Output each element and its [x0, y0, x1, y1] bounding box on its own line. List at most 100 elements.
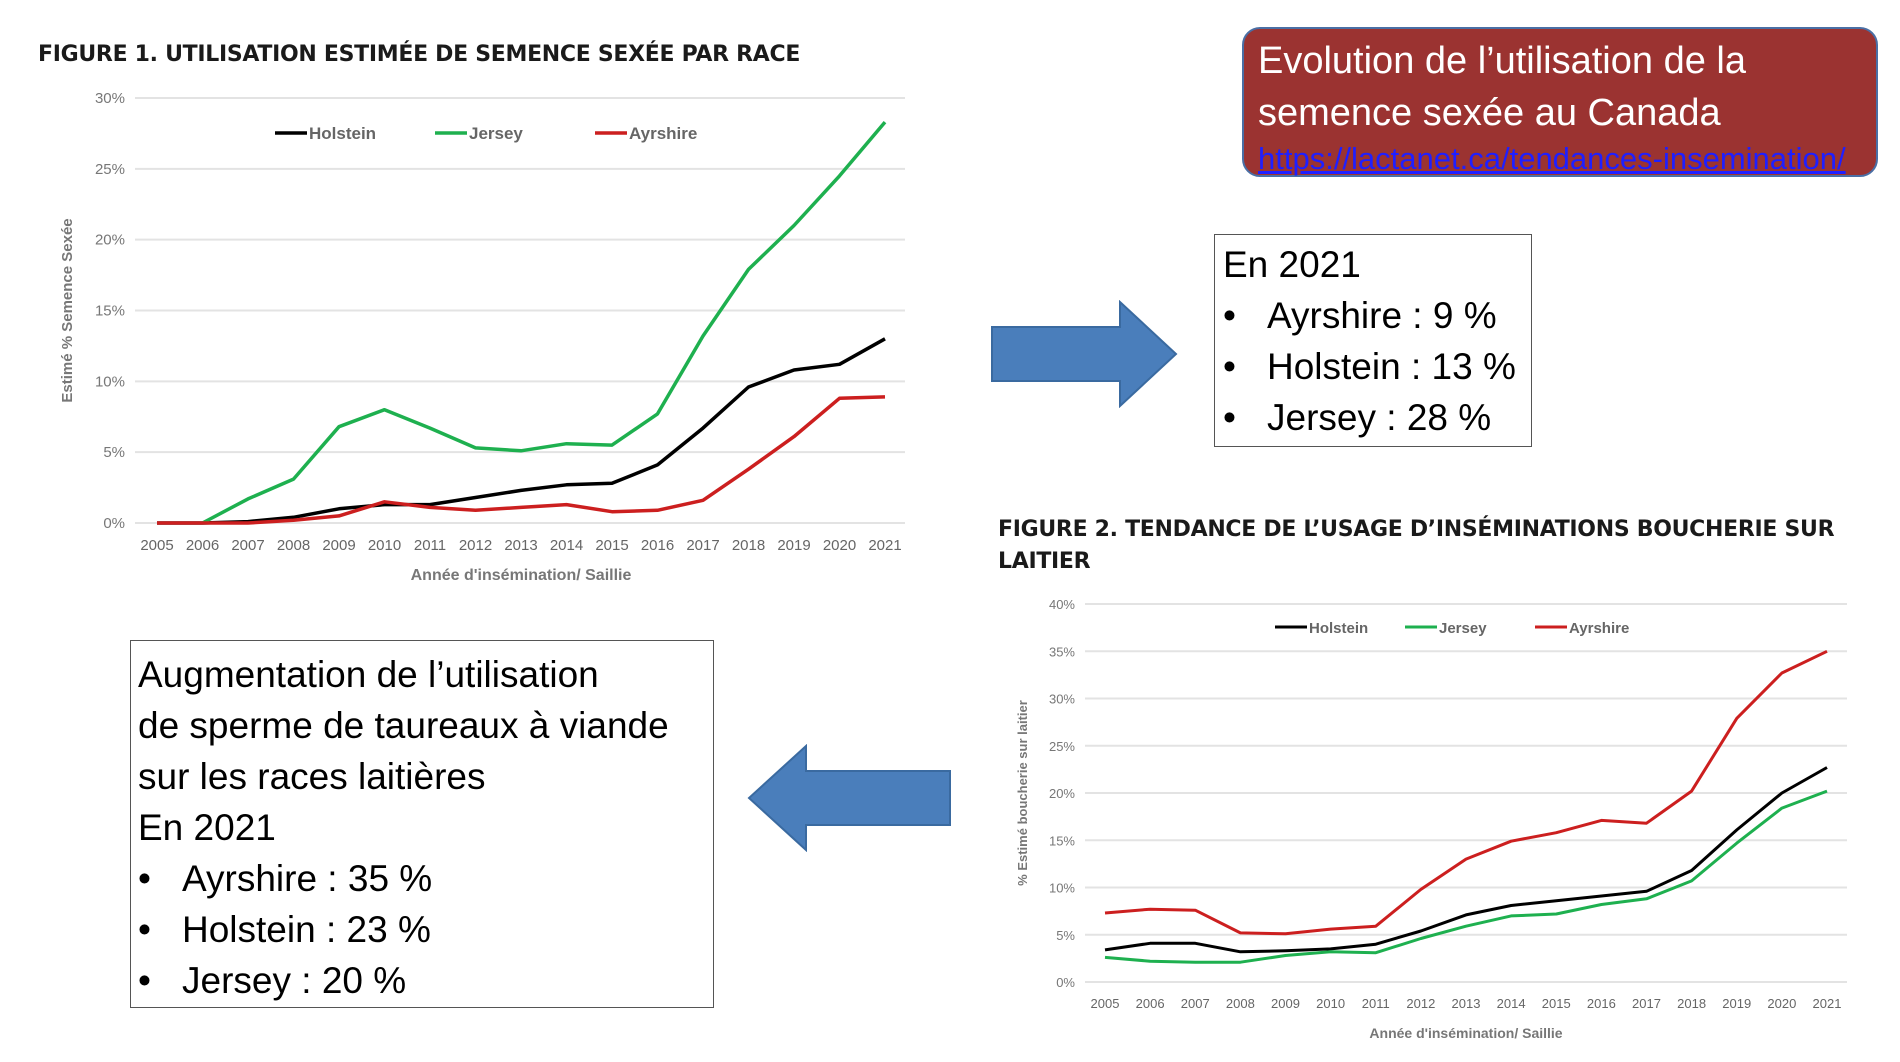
x-tick-label: 2005 — [140, 537, 173, 554]
y-tick-label: 20% — [1049, 786, 1075, 801]
summary-heading: En 2021 — [138, 807, 276, 848]
x-tick-label: 2008 — [277, 537, 310, 554]
summary-line: Augmentation de l’utilisation — [138, 654, 599, 695]
y-tick-label: 25% — [95, 161, 125, 178]
bullet: • — [1223, 397, 1236, 438]
right-arrow-icon — [991, 300, 1178, 408]
info-title-line2: semence sexée au Canada — [1258, 92, 1721, 134]
bullet: • — [1223, 346, 1236, 387]
item-text: Jersey : 20 % — [182, 960, 407, 1001]
y-tick-label: 15% — [95, 303, 125, 320]
list-item: • Jersey : 20 % — [138, 955, 706, 1006]
x-tick-label: 2016 — [641, 537, 674, 554]
y-tick-label: 30% — [95, 90, 125, 107]
figure-2-chart: 0% 5% 10% 15% 20% 25% 30% 35% 40% 2005 2006 2007 200… — [1015, 597, 1847, 1041]
list-item: • Holstein : 23 % — [138, 904, 706, 955]
x-tick-label: 2020 — [823, 537, 856, 554]
y-tick-label: 35% — [1049, 644, 1075, 659]
item-text: Ayrshire : 35 % — [182, 858, 433, 899]
series-line-holstein — [1104, 766, 1828, 954]
item-text: Holstein : 13 % — [1267, 346, 1516, 387]
info-title-line1: Evolution de l’utilisation de la — [1258, 40, 1746, 82]
bullet: • — [138, 960, 151, 1001]
list-item: • Holstein : 13 % — [1223, 341, 1523, 392]
item-text: Holstein : 23 % — [182, 909, 431, 950]
series-line-ayrshire — [157, 395, 886, 525]
beef-semen-summary-box: Augmentation de l’utilisation de sperme … — [130, 640, 714, 1008]
figure-1-title: FIGURE 1. UTILISATION ESTIMÉE DE SEMENCE… — [38, 42, 801, 67]
legend-label: Jersey — [1439, 620, 1487, 637]
legend-label: Ayrshire — [1569, 620, 1629, 637]
item-text: Ayrshire : 9 % — [1267, 295, 1497, 336]
x-tick-label: 2019 — [777, 537, 810, 554]
y-tick-label: 0% — [1056, 975, 1075, 990]
x-tick-label: 2014 — [1497, 996, 1526, 1011]
y-axis-label: Estimé % Semence Sexée — [59, 218, 76, 402]
x-axis-label: Année d'insémination/ Saillie — [411, 567, 632, 584]
y-tick-label: 20% — [95, 232, 125, 249]
left-arrow-icon — [747, 744, 951, 852]
x-tick-label: 2010 — [368, 537, 401, 554]
list-item: • Ayrshire : 9 % — [1223, 290, 1523, 341]
figure-1-chart: 0% 5% 10% 15% 20% 25% 30% 2005 2006 2007 2008 2009 2… — [59, 90, 905, 584]
x-tick-label: 2010 — [1316, 996, 1345, 1011]
x-tick-label: 2014 — [550, 537, 583, 554]
item-text: Jersey : 28 % — [1267, 397, 1492, 438]
bullet: • — [1223, 295, 1236, 336]
x-tick-label: 2012 — [1406, 996, 1435, 1011]
summary-line: sur les races laitières — [138, 756, 486, 797]
x-tick-label: 2017 — [686, 537, 719, 554]
x-tick-label: 2021 — [868, 537, 901, 554]
y-tick-label: 10% — [1049, 881, 1075, 896]
y-tick-label: 15% — [1049, 833, 1075, 848]
list-item: • Ayrshire : 35 % — [138, 853, 706, 904]
series-line-ayrshire — [1104, 649, 1828, 936]
legend-label: Jersey — [469, 124, 523, 143]
x-tick-label: 2015 — [1542, 996, 1571, 1011]
x-tick-label: 2007 — [1181, 996, 1210, 1011]
x-tick-label: 2008 — [1226, 996, 1255, 1011]
x-tick-label: 2006 — [186, 537, 219, 554]
bullet: • — [138, 858, 151, 899]
summary-heading: En 2021 — [1223, 244, 1361, 285]
x-tick-label: 2012 — [459, 537, 492, 554]
series-line-jersey — [201, 120, 887, 525]
x-tick-label: 2019 — [1722, 996, 1751, 1011]
summary-line: de sperme de taureaux à viande — [138, 705, 669, 746]
series-line-holstein — [157, 337, 886, 525]
lactanet-link[interactable]: https://lactanet.ca/tendances-inseminati… — [1258, 141, 1846, 176]
y-tick-label: 30% — [1049, 692, 1075, 707]
x-tick-label: 2017 — [1632, 996, 1661, 1011]
info-box: Evolution de l’utilisation de la semence… — [1242, 27, 1878, 177]
y-tick-label: 10% — [95, 373, 125, 390]
x-tick-label: 2009 — [322, 537, 355, 554]
x-tick-label: 2006 — [1136, 996, 1165, 1011]
x-tick-label: 2013 — [504, 537, 537, 554]
x-tick-label: 2011 — [1362, 996, 1390, 1011]
series-line-jersey — [1104, 789, 1828, 964]
list-item: • Jersey : 28 % — [1223, 392, 1523, 443]
x-tick-label: 2015 — [595, 537, 628, 554]
x-tick-label: 2016 — [1587, 996, 1616, 1011]
x-tick-label: 2011 — [414, 537, 446, 554]
legend-label: Holstein — [309, 124, 376, 143]
x-tick-label: 2018 — [1677, 996, 1706, 1011]
bullet: • — [138, 909, 151, 950]
x-tick-label: 2005 — [1091, 996, 1120, 1011]
x-tick-label: 2009 — [1271, 996, 1300, 1011]
y-tick-label: 5% — [103, 444, 125, 461]
figure-2-title: FIGURE 2. TENDANCE DE L’USAGE D’INSÉMINA… — [998, 517, 1835, 574]
x-tick-label: 2021 — [1813, 996, 1842, 1011]
y-tick-label: 40% — [1049, 597, 1075, 612]
legend-label: Holstein — [1309, 620, 1368, 637]
x-axis-label: Année d'insémination/ Saillie — [1369, 1025, 1562, 1041]
y-tick-label: 5% — [1056, 928, 1075, 943]
y-tick-label: 25% — [1049, 739, 1075, 754]
x-tick-label: 2013 — [1452, 996, 1481, 1011]
x-tick-label: 2020 — [1767, 996, 1796, 1011]
y-axis-label: % Estimé boucherie sur laitier — [1015, 700, 1030, 886]
sexed-semen-summary-box: En 2021 • Ayrshire : 9 % • Holstein : 13 %… — [1214, 234, 1532, 447]
x-tick-label: 2007 — [231, 537, 264, 554]
x-tick-label: 2018 — [732, 537, 765, 554]
y-tick-label: 0% — [103, 515, 125, 532]
